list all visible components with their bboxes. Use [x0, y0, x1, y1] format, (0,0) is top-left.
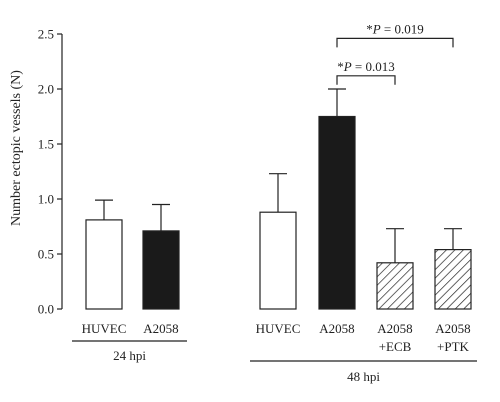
x-tick-sublabel: +ECB	[379, 339, 412, 354]
x-tick-label: A2058	[435, 321, 470, 336]
y-tick-label: 1.0	[38, 192, 54, 207]
y-axis-label: Number ectopic vessels (N)	[9, 70, 24, 226]
y-tick-label: 2.0	[38, 82, 54, 97]
y-tick-label: 1.5	[38, 137, 54, 152]
y-tick-label: 0.0	[38, 302, 54, 317]
bar	[259, 211, 297, 310]
y-tick-label: 2.5	[38, 27, 54, 42]
significance-label: *P = 0.019	[366, 21, 424, 36]
group-label: 48 hpi	[347, 369, 380, 384]
y-tick-label: 0.5	[38, 247, 54, 262]
bar	[142, 230, 180, 310]
bar	[85, 219, 123, 310]
bar	[376, 262, 414, 310]
x-tick-label: HUVEC	[256, 321, 301, 336]
x-tick-label: A2058	[143, 321, 178, 336]
x-tick-label: HUVEC	[82, 321, 127, 336]
x-tick-sublabel: +PTK	[437, 339, 470, 354]
x-tick-label: A2058	[377, 321, 412, 336]
bar	[318, 115, 356, 310]
significance-label: *P = 0.013	[337, 59, 395, 74]
significance-bracket	[336, 75, 396, 85]
x-tick-label: A2058	[319, 321, 354, 336]
group-label: 24 hpi	[113, 348, 146, 363]
plot-area: 0.0 0.5 1.0 1.5 2.0 2.5 HUVEC A2058 HUVEC A2058 A2…	[38, 21, 477, 384]
bar	[434, 249, 472, 310]
significance-bracket	[336, 37, 454, 48]
